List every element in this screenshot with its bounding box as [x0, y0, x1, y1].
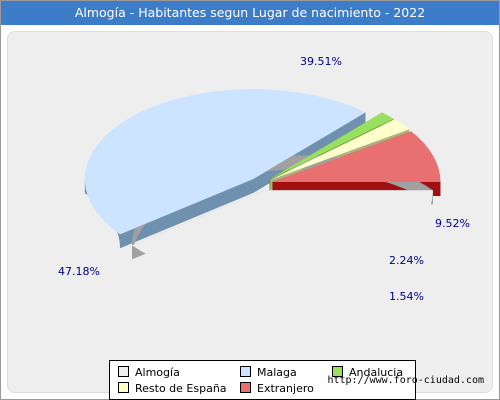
legend-swatch-almogia	[118, 366, 129, 377]
slice-malaga	[84, 89, 366, 235]
legend-item-malaga: Malaga	[240, 366, 297, 379]
legend-label-malaga: Malaga	[257, 366, 297, 379]
chart-title: Almogía - Habitantes segun Lugar de naci…	[1, 1, 499, 25]
legend-label-almogia: Almogía	[135, 366, 180, 379]
legend-swatch-malaga	[240, 366, 251, 377]
legend-swatch-andalucia	[332, 366, 343, 377]
legend-swatch-resto-espana	[118, 382, 129, 393]
slice-andalucia	[269, 112, 394, 180]
legend: Almogía Malaga Andalucia Resto de España…	[109, 360, 416, 400]
pie-chart: 39.51% 47.18% 1.54% 2.24% 9.52%	[58, 55, 470, 303]
legend-item-resto-espana: Resto de España	[118, 382, 227, 395]
slice-resto-espana	[270, 119, 410, 180]
data-label-resto-espana: 2.24%	[389, 254, 424, 267]
footer-link[interactable]: http://www.foro-ciudad.com	[327, 375, 484, 386]
chart-area: 39.51% 47.18% 1.54% 2.24% 9.52% Almogía Mala…	[7, 31, 493, 400]
legend-label-resto-espana: Resto de España	[135, 382, 227, 395]
data-label-malaga: 47.18%	[58, 265, 100, 278]
legend-label-andalucia: Andalucia	[349, 366, 404, 379]
data-label-extranjero: 9.52%	[435, 217, 470, 230]
legend-label-extranjero: Extranjero	[257, 382, 314, 395]
slice-wall-malaga	[120, 112, 366, 249]
data-label-andalucia: 1.54%	[389, 290, 424, 303]
legend-item-almogia: Almogía	[118, 366, 180, 379]
data-label-almogia: 39.51%	[300, 55, 342, 68]
legend-item-extranjero: Extranjero	[240, 382, 314, 395]
slice-extranjero	[272, 131, 441, 183]
slice-almogia	[132, 190, 433, 281]
legend-swatch-extranjero	[240, 382, 251, 393]
legend-item-andalucia: Andalucia	[332, 366, 403, 379]
